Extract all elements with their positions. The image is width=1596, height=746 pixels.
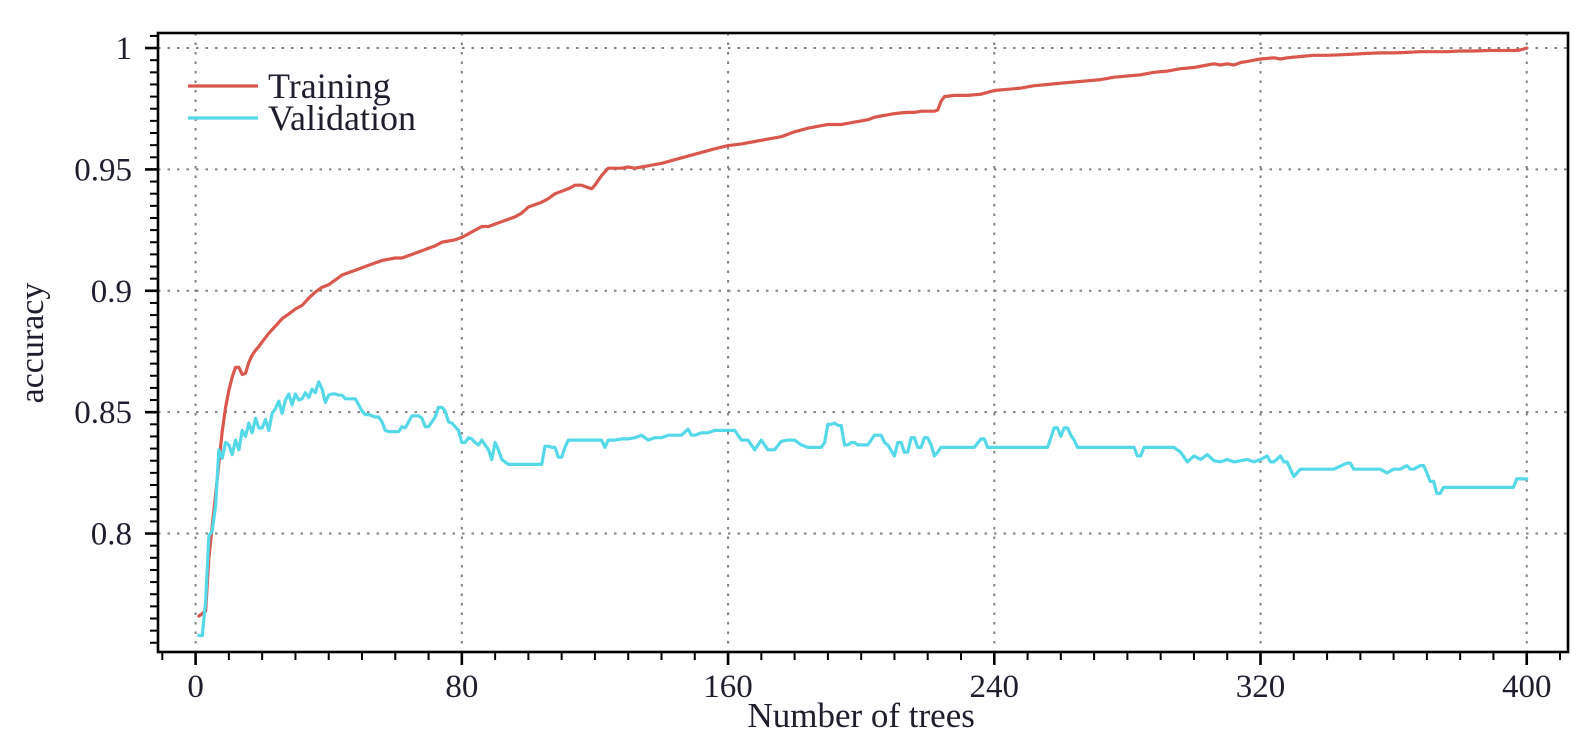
x-tick-label-320: 320 xyxy=(1236,669,1286,705)
x-tick-label-80: 80 xyxy=(445,669,478,705)
validation-line xyxy=(197,380,1529,638)
x-tick-label-240: 240 xyxy=(970,669,1020,705)
x-tick-label-160: 160 xyxy=(703,669,753,705)
y-tick-label-1: 1 xyxy=(116,31,133,67)
legend-label-validation: Validation xyxy=(268,98,416,138)
x-axis-title: Number of trees xyxy=(747,696,974,735)
y-tick-label-0.9: 0.9 xyxy=(91,274,132,310)
x-tick-label-400: 400 xyxy=(1502,669,1552,705)
x-tick-label-0: 0 xyxy=(187,669,204,705)
y-axis-title: accuracy xyxy=(14,283,51,404)
y-tick-label-0.95: 0.95 xyxy=(74,152,132,188)
y-tick-label-0.8: 0.8 xyxy=(91,517,132,553)
legend-label-training: Training xyxy=(268,66,391,106)
training-line xyxy=(197,46,1529,618)
plot-frame xyxy=(156,31,1570,654)
y-tick-label-0.85: 0.85 xyxy=(74,395,132,431)
